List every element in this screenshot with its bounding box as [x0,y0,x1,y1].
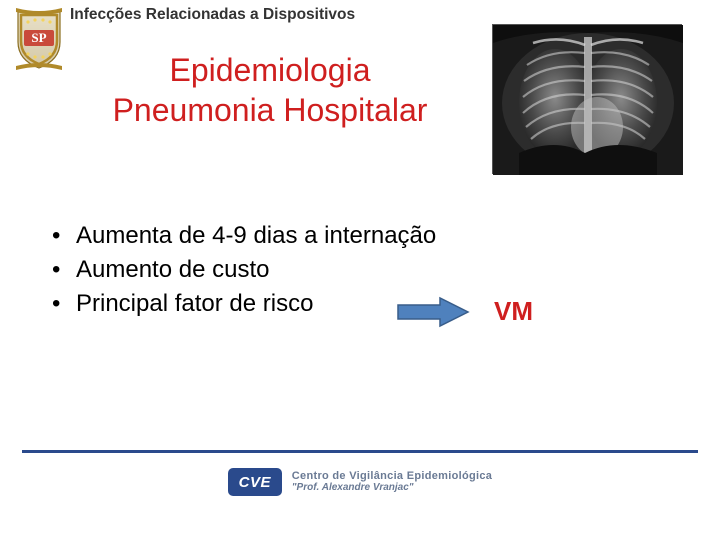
bullet-item: Aumento de custo [52,256,612,284]
bullet-item: Aumenta de 4-9 dias a internação [52,222,612,250]
vm-label: VM [494,296,533,327]
header-text: Infecções Relacionadas a Dispositivos [70,6,355,24]
slide: SP Infecções Relacionadas a Dispositivos… [0,0,720,540]
xray-image [492,24,682,174]
slide-title: Epidemiologia Pneumonia Hospitalar [110,50,430,130]
svg-text:SP: SP [31,30,46,45]
header-logo-shield: SP [14,8,64,70]
footer-line-2: "Prof. Alexandre Vranjac" [292,483,492,494]
cve-badge-text: CVE [239,474,271,491]
arrow-icon [396,296,470,328]
footer-divider [22,450,698,453]
footer-logo: CVE Centro de Vigilância Epidemiológica … [0,468,720,496]
footer-line-1: Centro de Vigilância Epidemiológica [292,471,492,483]
title-line-1: Epidemiologia [110,50,430,90]
cve-text: Centro de Vigilância Epidemiológica "Pro… [292,471,492,493]
cve-badge: CVE [228,468,282,496]
title-line-2: Pneumonia Hospitalar [110,90,430,130]
